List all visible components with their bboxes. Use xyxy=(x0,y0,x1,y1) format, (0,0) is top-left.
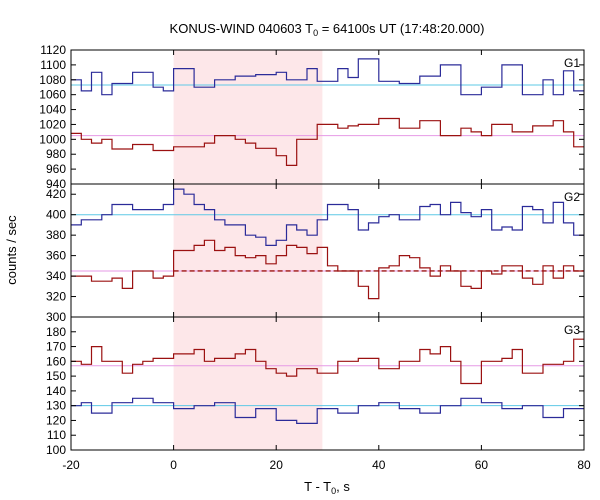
y-tick-label: 1000 xyxy=(39,132,66,146)
panel-frame xyxy=(70,316,585,451)
panel-label: G2 xyxy=(564,190,580,204)
y-tick-label: 1060 xyxy=(39,88,66,102)
y-tick-label: 160 xyxy=(46,354,66,368)
series-line-upper xyxy=(71,188,584,246)
highlight-interval xyxy=(173,50,323,184)
chart-title: KONUS-WIND 040603 T0 = 64100s UT (17:48:… xyxy=(170,21,485,38)
panel-frame xyxy=(70,49,585,185)
y-axis-label: counts / sec xyxy=(4,215,19,285)
panel-g2: 300 320 340 360 380 400 420 G2 xyxy=(46,183,585,324)
x-tick-label: -20 xyxy=(62,458,80,472)
y-tick-label: 150 xyxy=(46,369,66,383)
panel-label: G1 xyxy=(564,56,580,70)
y-tick-label: 1080 xyxy=(39,73,66,87)
y-tick-label: 1020 xyxy=(39,117,66,131)
y-tick-label: 100 xyxy=(46,443,66,457)
x-axis-label: T - T0, s xyxy=(304,479,350,496)
y-tick-label: 300 xyxy=(46,310,66,324)
series-line-upper xyxy=(71,397,584,424)
y-tick-label: 320 xyxy=(46,290,66,304)
y-tick-label: 1120 xyxy=(40,43,66,57)
y-tick-label: 120 xyxy=(46,413,66,427)
y-tick-label: 1100 xyxy=(40,58,66,72)
y-tick-label: 1040 xyxy=(39,103,66,117)
x-tick-label: 0 xyxy=(170,458,177,472)
x-tick-label: 60 xyxy=(475,458,489,472)
y-tick-label: 110 xyxy=(47,428,66,442)
y-tick-label: 980 xyxy=(46,147,66,161)
y-tick-label: 960 xyxy=(46,162,66,176)
series-line-lower xyxy=(71,117,584,166)
y-tick-label: 360 xyxy=(46,249,66,263)
y-tick-label: 940 xyxy=(46,177,66,191)
panels-group: 9409609801000102010401060108011001120G13… xyxy=(39,43,591,472)
y-tick-label: 130 xyxy=(46,399,66,413)
highlight-interval xyxy=(173,317,323,450)
y-tick-label: 170 xyxy=(46,340,66,354)
y-tick-label: 140 xyxy=(46,384,66,398)
y-tick-label: 420 xyxy=(46,187,66,201)
x-tick-label: 40 xyxy=(372,458,386,472)
highlight-interval xyxy=(173,184,323,317)
series-line-upper xyxy=(71,58,584,96)
panel-label: G3 xyxy=(564,323,580,337)
series-line-lower xyxy=(71,338,584,385)
x-tick-label: 20 xyxy=(270,458,284,472)
series-line-lower xyxy=(71,239,584,300)
y-tick-label: 380 xyxy=(46,228,66,242)
x-tick-label: 80 xyxy=(577,458,591,472)
y-tick-label: 180 xyxy=(46,325,66,339)
y-tick-label: 400 xyxy=(46,208,66,222)
y-tick-label: 340 xyxy=(46,269,66,283)
